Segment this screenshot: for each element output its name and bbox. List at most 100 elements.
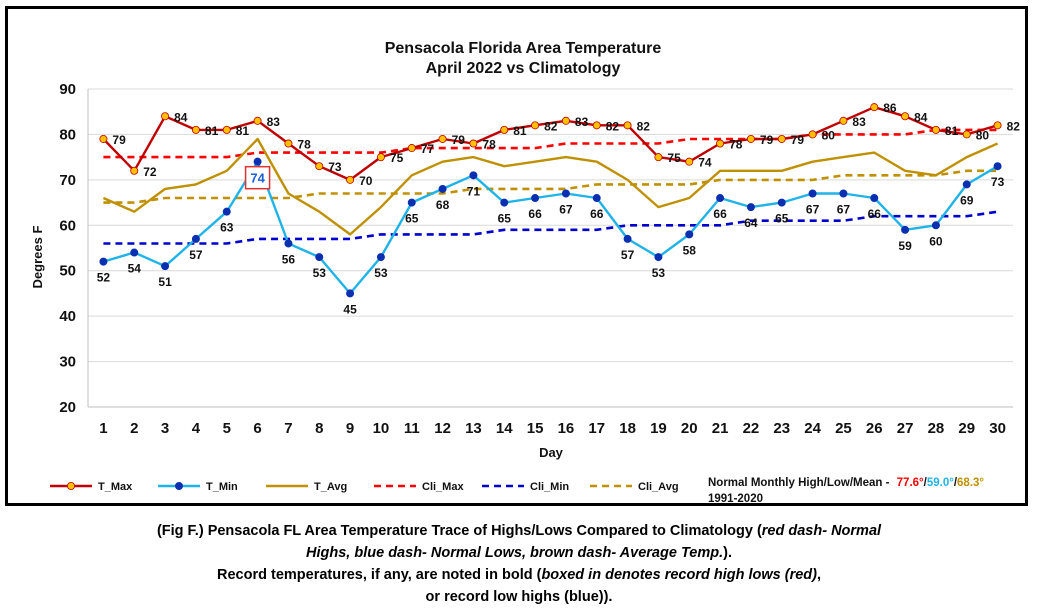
min-data-label: 65 (775, 212, 789, 226)
caption-line-3: Record temperatures, if any, are noted i… (217, 567, 821, 583)
y-tick-label: 60 (59, 217, 76, 234)
point-t-min (839, 189, 848, 198)
x-tick-label: 14 (496, 420, 513, 437)
x-tick-label: 21 (712, 420, 729, 437)
x-tick-label: 22 (743, 420, 760, 437)
point-t-min (901, 225, 910, 234)
legend-label-cli-min: Cli_Min (530, 481, 569, 493)
max-data-label: 81 (205, 124, 219, 138)
max-data-label: 79 (760, 133, 774, 147)
min-data-label: 66 (868, 207, 882, 221)
chart-frame: Pensacola Florida Area Temperature April… (5, 6, 1028, 506)
min-data-label: 73 (991, 175, 1005, 189)
max-data-label: 83 (267, 115, 281, 129)
data-labels: 79 72 84 81 81 83 78 73 70 75 77 79 78 81 82 83 82 82 75 74… (97, 101, 1021, 316)
point-t-min (376, 253, 385, 262)
min-data-label: 67 (837, 202, 851, 216)
series-markers (99, 103, 1002, 298)
point-t-min (685, 230, 694, 239)
min-data-label: 63 (220, 221, 234, 235)
point-t-min (993, 162, 1002, 171)
normal-note-period: 1991-2020 (708, 493, 763, 503)
x-tick-label: 12 (434, 420, 451, 437)
legend-label-t-avg: T_Avg (314, 481, 347, 493)
normal-note-mean: 68.3° (957, 477, 984, 489)
point-t-min (716, 194, 725, 203)
x-tick-label: 4 (192, 420, 201, 437)
min-data-label: 59 (898, 239, 912, 253)
min-data-label: 69 (960, 193, 974, 207)
series-line-t-min (103, 160, 999, 295)
x-tick-label: 3 (161, 420, 169, 437)
x-tick-label: 20 (681, 420, 698, 437)
x-tick-label: 17 (588, 420, 605, 437)
min-data-label: 66 (528, 207, 542, 221)
x-tick-label: 26 (866, 420, 883, 437)
point-t-min (130, 248, 139, 257)
x-tick-label: 19 (650, 420, 667, 437)
max-data-label: 77 (421, 142, 435, 156)
x-tick-label: 15 (527, 420, 544, 437)
min-data-label: 71 (467, 184, 481, 198)
point-t-min (500, 198, 509, 207)
x-tick-label: 13 (465, 420, 482, 437)
max-data-label: 70 (359, 174, 373, 188)
point-t-min (222, 207, 231, 216)
max-data-label: 82 (637, 119, 651, 133)
series-line-cli-max (103, 128, 998, 159)
y-axis-title: Degrees F (30, 226, 45, 289)
min-data-label: 51 (158, 275, 172, 289)
figure-caption: (Fig F.) Pensacola FL Area Temperature T… (0, 520, 1038, 608)
point-t-max (993, 121, 1002, 130)
caption-line-1: (Fig F.) Pensacola FL Area Temperature T… (156, 523, 882, 539)
point-t-min (962, 180, 971, 189)
normal-note-high: 77.6° (897, 477, 924, 489)
point-t-min (99, 257, 108, 266)
max-data-label: 74 (698, 156, 712, 170)
point-t-max (161, 112, 170, 121)
point-t-max (253, 116, 262, 125)
max-data-label: 83 (852, 115, 866, 129)
max-data-label: 81 (945, 124, 959, 138)
max-data-label: 75 (390, 151, 404, 165)
gridlines (88, 88, 1013, 408)
x-tick-label: 8 (315, 420, 323, 437)
min-data-label: 65 (498, 212, 512, 226)
max-data-label: 81 (513, 124, 527, 138)
chart-title: Pensacola Florida Area Temperature (385, 40, 662, 57)
point-t-min (746, 203, 755, 212)
point-t-max (746, 134, 755, 143)
min-data-label: 57 (621, 248, 635, 262)
x-tick-label: 29 (958, 420, 975, 437)
legend-marker (67, 481, 76, 490)
max-data-label: 83 (575, 115, 589, 129)
caption-line-2: Highs, blue dash- Normal Lows, brown das… (306, 545, 732, 561)
max-data-label: 84 (914, 110, 928, 124)
x-tick-label: 11 (404, 420, 420, 437)
point-t-min (315, 253, 324, 262)
normal-note-low: 59.0° (927, 477, 954, 489)
y-tick-label: 90 (59, 81, 76, 98)
max-data-label: 79 (452, 133, 466, 147)
x-tick-label: 2 (130, 420, 138, 437)
max-data-label: 80 (976, 128, 990, 142)
point-t-max (284, 139, 293, 148)
x-axis-title: Day (539, 445, 564, 460)
point-t-min (284, 239, 293, 248)
legend-label-t-min: T_Min (206, 481, 238, 493)
point-t-max (777, 134, 786, 143)
y-tick-label: 40 (59, 308, 76, 325)
point-t-min (931, 221, 940, 230)
normal-note-prefix: Normal Monthly High/Low/Mean - (708, 477, 890, 489)
point-t-max (99, 134, 108, 143)
min-data-label: 64 (744, 216, 758, 230)
min-data-label: 45 (343, 302, 357, 316)
y-tick-label: 30 (59, 354, 76, 371)
max-data-label: 75 (667, 151, 681, 165)
x-tick-label: 24 (804, 420, 821, 437)
point-t-min (654, 253, 663, 262)
min-data-label: 66 (590, 207, 604, 221)
max-data-label: 72 (143, 165, 157, 179)
point-t-min (777, 198, 786, 207)
